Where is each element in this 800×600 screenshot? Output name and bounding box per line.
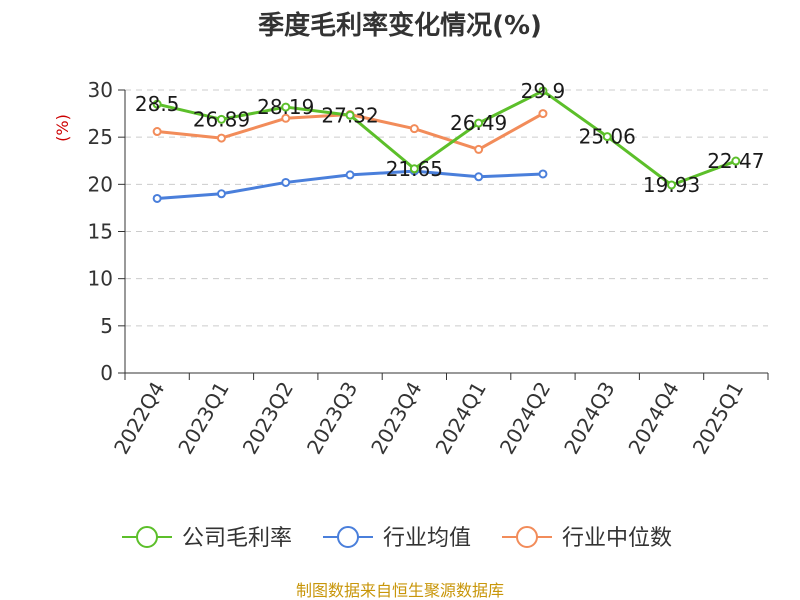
data-point [281, 102, 291, 112]
data-point [538, 169, 548, 179]
data-point [216, 133, 226, 143]
data-point [409, 164, 419, 174]
legend-label: 行业均值 [383, 526, 471, 551]
data-label: 19.93 [643, 173, 700, 197]
legend-item: 行业均值 [323, 526, 471, 551]
y-tick-label: 15 [88, 220, 113, 244]
x-tick-label: 2022Q4 [109, 378, 169, 459]
data-label: 28.5 [135, 92, 180, 116]
x-tick-label: 2023Q2 [238, 378, 298, 459]
y-tick-label: 20 [88, 172, 113, 196]
data-label: 28.19 [257, 95, 314, 119]
grid-lines [125, 89, 768, 327]
series-line [156, 89, 737, 187]
data-point [216, 189, 226, 199]
legend: 公司毛利率 行业均值 行业中位数 [122, 526, 672, 551]
data-label: 25.06 [579, 125, 636, 149]
data-point [216, 114, 226, 124]
data-label: 26.49 [450, 111, 507, 135]
x-tick-label: 2024Q2 [495, 378, 555, 459]
legend-marker [516, 526, 538, 548]
x-tick-label: 2023Q1 [173, 378, 233, 459]
legend-label: 行业中位数 [562, 526, 672, 551]
data-point [538, 86, 548, 96]
data-point [602, 132, 612, 142]
y-tick-label: 5 [100, 314, 113, 338]
data-label: 27.32 [321, 103, 378, 127]
data-point [152, 99, 162, 109]
legend-label: 公司毛利率 [182, 526, 292, 551]
data-labels: 28.5 26.89 28.19 27.32 21.65 26.49 29.9 25.06 19… [135, 79, 765, 197]
data-point [281, 177, 291, 187]
data-point [474, 144, 484, 154]
x-tick-label: 2023Q4 [366, 378, 426, 459]
legend-marker [337, 526, 359, 548]
data-point [281, 113, 291, 123]
legend-item: 公司毛利率 [122, 526, 292, 551]
legend-marker [136, 526, 158, 548]
data-point [667, 180, 677, 190]
data-label: 29.9 [521, 79, 566, 103]
x-tick-label: 2024Q1 [431, 378, 491, 459]
data-point [345, 170, 355, 180]
data-point [474, 118, 484, 128]
x-tick-label: 2023Q3 [302, 378, 362, 459]
data-label: 21.65 [386, 157, 443, 181]
y-tick-label: 25 [88, 125, 113, 149]
chart-title: 季度毛利率变化情况(%) [258, 10, 542, 41]
series-points [152, 86, 741, 203]
y-tick-label: 30 [88, 78, 113, 102]
x-tick-label: 2024Q4 [623, 378, 683, 459]
y-axis-label: (%) [53, 114, 72, 142]
x-tick-label: 2025Q1 [688, 378, 748, 459]
data-point [409, 124, 419, 134]
data-label: 26.89 [193, 107, 250, 131]
data-point [345, 110, 355, 120]
data-point [731, 156, 741, 166]
data-point [152, 127, 162, 137]
legend-item: 行业中位数 [502, 526, 672, 551]
data-label: 22.47 [707, 149, 764, 173]
y-tick-label: 10 [88, 267, 113, 291]
data-point [538, 109, 548, 119]
data-point [152, 193, 162, 203]
data-point [474, 172, 484, 182]
source-note: 制图数据来自恒生聚源数据库 [296, 581, 504, 600]
y-tick-label: 0 [100, 361, 113, 385]
x-tick-label: 2024Q3 [559, 378, 619, 459]
